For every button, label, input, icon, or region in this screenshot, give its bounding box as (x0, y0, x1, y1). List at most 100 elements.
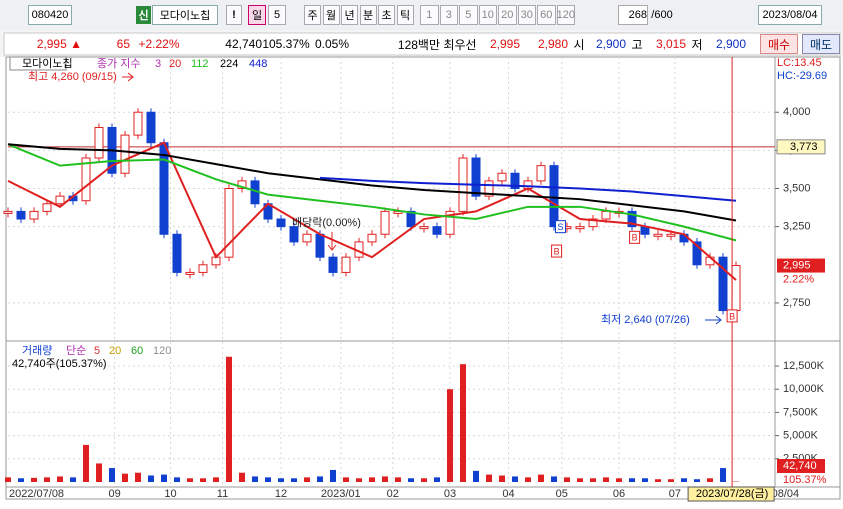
interval-button[interactable]: 10 (478, 5, 497, 25)
credit-badge: 신 (136, 6, 151, 24)
x-tick-label: 2022/07/08 (9, 488, 64, 500)
hc-label: HC:-29.69 (777, 70, 827, 82)
lc-label: LC:13.45 (777, 57, 822, 69)
volume-bar (460, 364, 466, 482)
candle (81, 157, 91, 202)
volume-bar (200, 478, 206, 482)
quote-amount: 128백만 (397, 37, 440, 52)
candle (445, 210, 455, 235)
y-tick-label: 3,250 (783, 221, 811, 233)
volume-bar (629, 478, 635, 482)
quote-open-label: 시 (573, 37, 585, 52)
interval-button[interactable]: 1 (420, 5, 439, 25)
quote-bid: 2,980 (537, 37, 568, 51)
volume-bar (655, 479, 661, 482)
candle (224, 188, 234, 258)
volume-bar (83, 444, 89, 482)
candle (237, 180, 247, 190)
volume-legend-entry: 120 (153, 345, 171, 357)
volume-bar (304, 477, 310, 482)
candle (55, 195, 65, 205)
stock-title-box (9, 56, 67, 71)
volume-bar (174, 477, 180, 482)
volume-legend-entry: 20 (109, 345, 121, 357)
volume-bar (330, 469, 336, 482)
volume-legend-label: 단순 (66, 344, 86, 357)
last-volume: 42,740 (783, 460, 817, 472)
candle (731, 265, 741, 312)
quote-high-label: 고 (631, 37, 643, 52)
x-tick-label: 12 (275, 488, 287, 500)
x-tick-label: 07 (669, 488, 681, 500)
chart-frame (5, 56, 841, 500)
x-tick-label: 08/04 (772, 488, 800, 500)
bar-count[interactable]: 268 (618, 5, 648, 25)
low-arrow (705, 315, 722, 325)
period-button[interactable]: 분 (359, 5, 377, 25)
y-tick-label: 3,500 (783, 182, 811, 194)
period-count[interactable]: 5 (268, 5, 286, 25)
period-button[interactable]: 년 (341, 5, 358, 25)
candle (575, 226, 585, 230)
candle (42, 203, 52, 212)
volume-bar (291, 478, 297, 482)
volume-bar (44, 477, 50, 482)
candle (146, 111, 156, 144)
interval-button[interactable]: 30 (517, 5, 536, 25)
x-tick-label: 11 (217, 488, 228, 500)
volume-bar (512, 476, 518, 482)
volume-bar (135, 472, 141, 482)
volume-bar (499, 475, 505, 482)
last-volume-box (777, 459, 825, 473)
volume-bar (226, 356, 232, 482)
cursor-date-box (687, 486, 775, 502)
volume-bar (109, 468, 115, 482)
legend-entry: 112 (191, 58, 209, 70)
quote-turnover: 0.05% (314, 37, 350, 51)
y-tick-label: 12,500K (783, 360, 825, 372)
stock-name[interactable]: 모다이노칩 (152, 5, 218, 25)
volume-bar (161, 474, 167, 482)
volume-bar (447, 389, 453, 482)
ma-line (7, 141, 737, 281)
volume-bar (668, 479, 674, 482)
volume-bar (265, 477, 271, 482)
candle (718, 256, 728, 312)
volume-bar (525, 477, 531, 482)
date-input[interactable]: 2023/08/04 (758, 5, 822, 25)
x-tick-label: 10 (164, 488, 176, 500)
legend-entry: 448 (249, 58, 267, 70)
reference-box (776, 139, 826, 155)
candle (692, 241, 702, 266)
sell-button[interactable]: 매도 (802, 34, 840, 54)
signal-label: S (557, 222, 563, 232)
candle (588, 218, 598, 228)
volume-bar (31, 477, 37, 482)
alert-button[interactable]: ! (226, 5, 242, 25)
period-button[interactable]: 일 (248, 5, 266, 25)
period-button[interactable]: 주 (304, 5, 321, 25)
quote-volume-pct: 105.37% (262, 37, 310, 51)
volume-legend-entry: 60 (131, 345, 143, 357)
stock-code-input[interactable]: 080420 (28, 5, 72, 25)
ma-line (319, 176, 737, 202)
interval-button[interactable]: 120 (556, 5, 575, 25)
interval-button[interactable]: 3 (439, 5, 458, 25)
candle (536, 165, 546, 182)
period-button[interactable]: 초 (378, 5, 395, 25)
signal-box (551, 244, 563, 258)
ex-div-note: 배당락(0.00%) (292, 216, 361, 229)
interval-button[interactable]: 60 (537, 5, 556, 25)
period-button[interactable]: 틱 (396, 5, 414, 25)
quote-volume: 42,740 (225, 37, 262, 51)
interval-button[interactable]: 5 (459, 5, 478, 25)
quote-open: 2,900 (595, 37, 626, 51)
buy-button[interactable]: 매수 (760, 34, 798, 54)
quote-best-label: 최우선 (443, 37, 477, 52)
last-volume-pct: 105.37% (783, 474, 827, 486)
interval-button[interactable]: 20 (498, 5, 517, 25)
quote-change-pct: +2.22% (138, 37, 180, 51)
period-button[interactable]: 월 (322, 5, 340, 25)
candle (523, 180, 533, 190)
